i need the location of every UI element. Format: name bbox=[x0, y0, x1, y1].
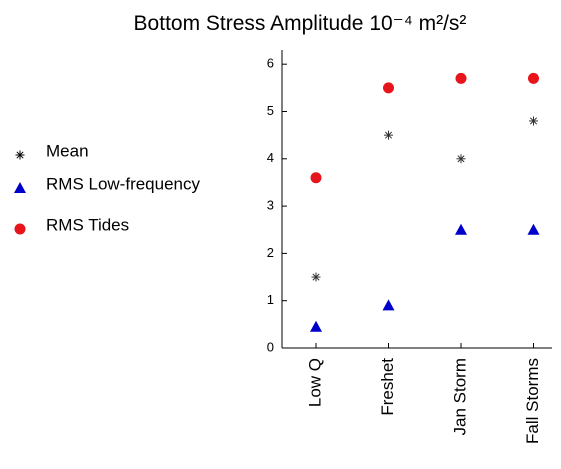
point bbox=[455, 72, 467, 84]
point bbox=[529, 116, 538, 126]
point bbox=[384, 130, 393, 140]
legend-label: Mean bbox=[46, 141, 89, 160]
y-tick-label: 4 bbox=[267, 150, 274, 165]
legend-label: RMS Low-frequency bbox=[46, 174, 201, 193]
x-tick-label: Low Q bbox=[305, 358, 324, 407]
point bbox=[528, 72, 539, 84]
star-stroke bbox=[384, 131, 393, 139]
y-tick-label: 6 bbox=[267, 56, 274, 71]
point bbox=[310, 320, 322, 332]
star-stroke bbox=[529, 117, 538, 125]
y-tick-label: 1 bbox=[267, 292, 274, 307]
point bbox=[456, 154, 466, 164]
chart-title: Bottom Stress Amplitude 10⁻⁴ m²/s² bbox=[134, 12, 467, 35]
legend-marker bbox=[15, 150, 25, 160]
x-tick-label: Jan Storm bbox=[450, 358, 469, 435]
legend-marker bbox=[14, 223, 26, 235]
point bbox=[311, 272, 321, 282]
x-tick-label: Freshet bbox=[378, 358, 397, 416]
point bbox=[310, 172, 322, 184]
y-tick-label: 3 bbox=[267, 198, 274, 213]
legend-marker bbox=[14, 182, 26, 193]
y-tick-label: 2 bbox=[267, 245, 274, 260]
point bbox=[383, 82, 394, 94]
legend-label: RMS Tides bbox=[46, 215, 129, 234]
star-stroke bbox=[16, 151, 24, 159]
point bbox=[527, 223, 540, 235]
point bbox=[455, 223, 467, 235]
star-stroke bbox=[457, 155, 465, 163]
star-stroke bbox=[312, 273, 320, 281]
y-tick-label: 0 bbox=[267, 339, 274, 354]
y-tick-label: 5 bbox=[267, 103, 274, 118]
point bbox=[382, 299, 395, 311]
x-tick-label: Fall Storms bbox=[523, 358, 542, 444]
